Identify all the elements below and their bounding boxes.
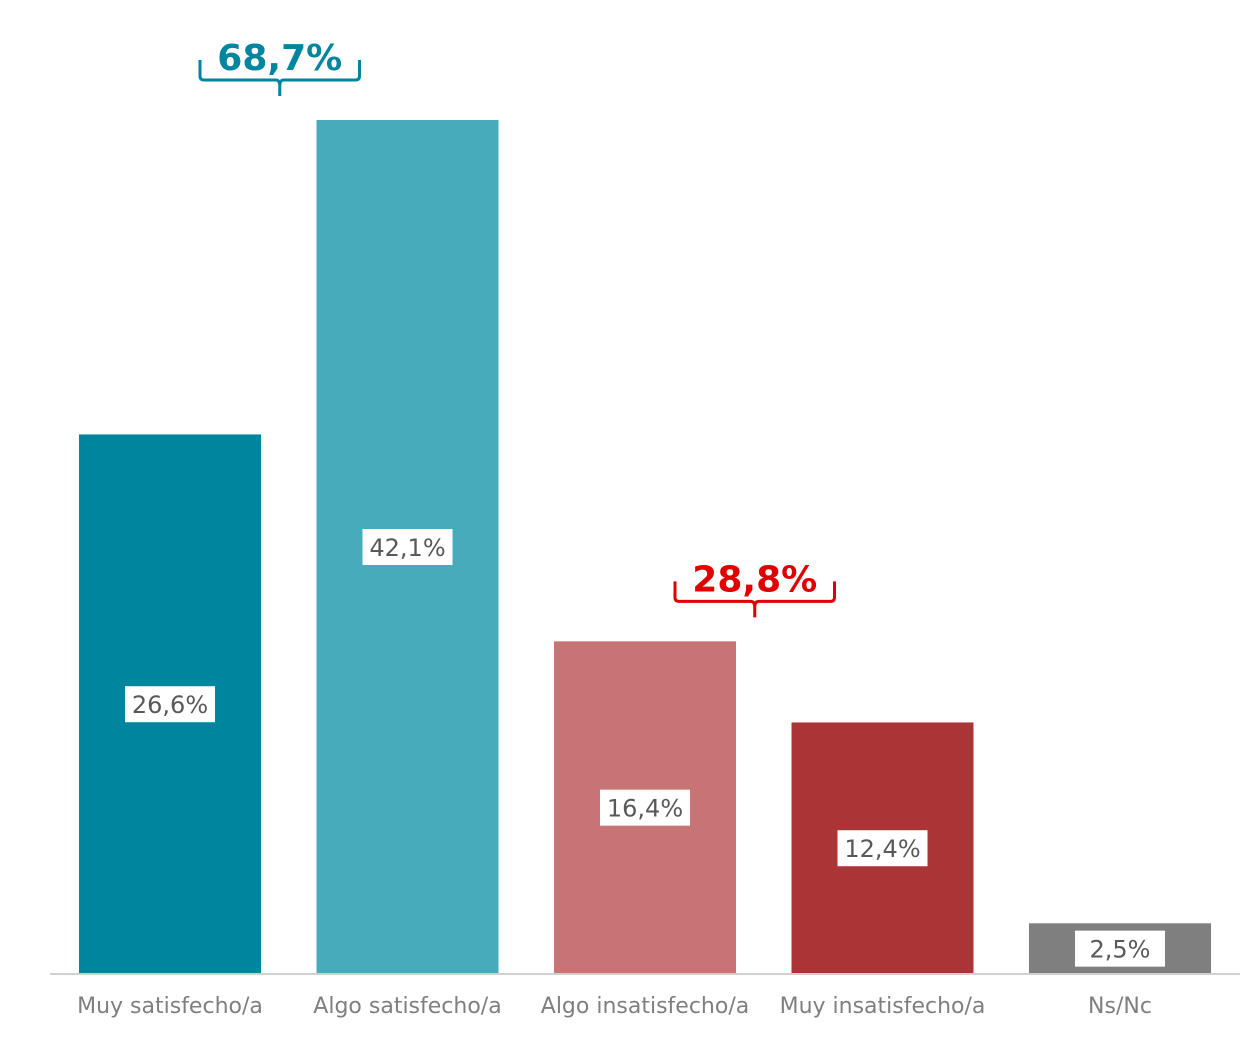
value-label-box	[125, 686, 215, 723]
value-label-box	[837, 830, 928, 867]
annotation-bracket	[198, 60, 361, 96]
annotation-total-label: 68,7%	[217, 38, 342, 79]
value-label-algo-insatisfecho-a: 16,4%	[600, 789, 690, 826]
value-label-box	[1075, 930, 1165, 967]
value-label-muy-satisfecho-a: 26,6%	[125, 686, 215, 723]
value-label-text: 16,4%	[607, 795, 683, 823]
value-labels-group: 26,6% 42,1% 16,4% 12,4% 2,5%	[125, 529, 1165, 967]
category-label-ns-nc: Ns/Nc	[1088, 994, 1152, 1019]
category-label-muy-insatisfecho-a: Muy insatisfecho/a	[780, 994, 986, 1019]
value-label-box	[362, 529, 453, 565]
annotation-bracket	[673, 581, 836, 618]
bars-group	[79, 120, 1211, 974]
value-label-muy-insatisfecho-a: 12,4%	[837, 830, 928, 867]
value-label-ns-nc: 2,5%	[1075, 930, 1165, 967]
category-label-algo-satisfecho-a: Algo satisfecho/a	[313, 994, 501, 1019]
value-label-text: 12,4%	[844, 835, 920, 863]
category-label-muy-satisfecho-a: Muy satisfecho/a	[77, 994, 263, 1019]
value-label-box	[600, 789, 690, 826]
value-label-text: 26,6%	[132, 691, 208, 719]
value-label-text: 42,1%	[369, 534, 445, 562]
value-label-algo-satisfecho-a: 42,1%	[362, 529, 453, 565]
category-labels-group: Muy satisfecho/a Algo satisfecho/a Algo in…	[77, 994, 1152, 1019]
category-label-algo-insatisfecho-a: Algo insatisfecho/a	[541, 994, 749, 1019]
value-label-text: 2,5%	[1090, 936, 1151, 964]
annotation-total-label: 28,8%	[692, 559, 817, 600]
group-annotation-2: 28,8%	[673, 559, 836, 618]
group-annotation-1: 68,7%	[198, 38, 361, 96]
annotations-group: 68,7% 28,8%	[198, 38, 836, 618]
